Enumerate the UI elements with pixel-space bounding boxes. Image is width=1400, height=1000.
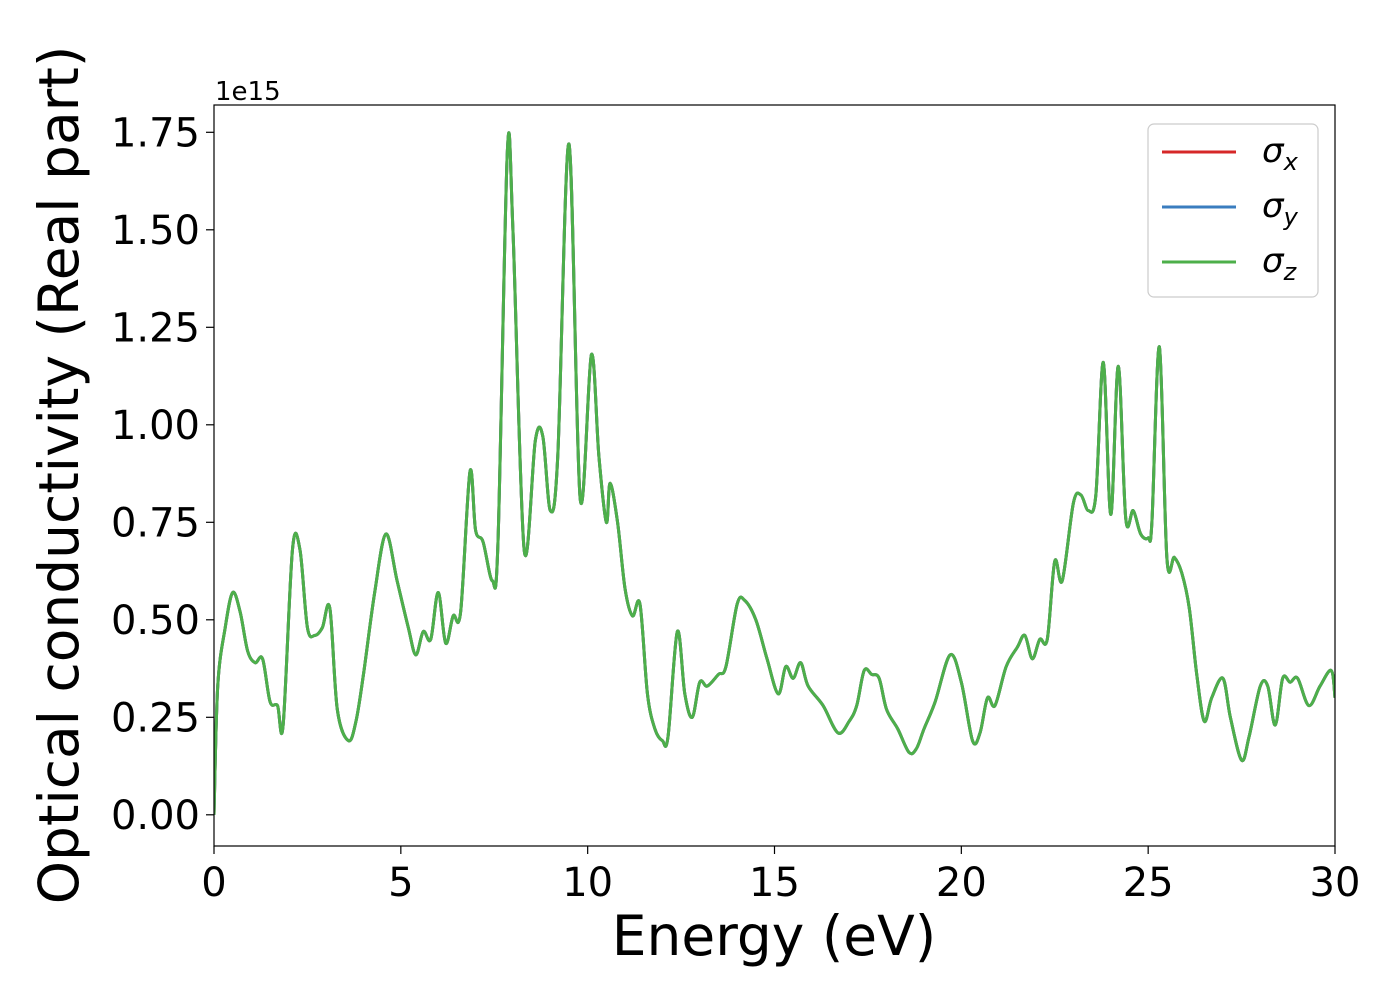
y-tick-label: 0.75 <box>111 500 200 546</box>
y-tick-label: 1.25 <box>111 305 200 351</box>
y-axis-title: Optical conductivity (Real part) <box>27 46 91 905</box>
y-tick-label: 1.75 <box>111 110 200 156</box>
x-axis-title: Energy (eV) <box>612 904 936 968</box>
legend-symbol: σ <box>1262 131 1285 171</box>
y-axis: 0.00 0.25 0.50 0.75 1.00 1.25 1.50 1.75 <box>111 110 214 839</box>
plot-area <box>214 131 1335 815</box>
x-tick-label: 15 <box>749 860 800 906</box>
legend-subscript: z <box>1283 258 1298 286</box>
x-axis: 0 5 10 15 20 25 30 <box>201 846 1360 906</box>
legend-subscript: x <box>1283 148 1299 176</box>
legend-subscript: y <box>1283 203 1299 231</box>
legend-symbol: σ <box>1262 241 1285 281</box>
y-tick-label: 1.00 <box>111 403 200 449</box>
y-offset-label: 1e15 <box>215 77 281 107</box>
x-tick-label: 10 <box>562 860 613 906</box>
y-tick-label: 0.00 <box>111 793 200 839</box>
y-tick-label: 0.50 <box>111 598 200 644</box>
x-tick-label: 20 <box>936 860 987 906</box>
y-tick-label: 0.25 <box>111 695 200 741</box>
series-lines <box>214 131 1335 815</box>
x-tick-label: 5 <box>388 860 413 906</box>
series-line-σz <box>214 131 1335 815</box>
legend-box <box>1147 123 1319 298</box>
legend-label: σx <box>1262 131 1299 176</box>
legend-label: σz <box>1262 241 1298 286</box>
x-tick-label: 30 <box>1310 860 1361 906</box>
y-tick-label: 1.50 <box>111 208 200 254</box>
x-tick-label: 25 <box>1123 860 1174 906</box>
x-tick-label: 0 <box>201 860 226 906</box>
legend-symbol: σ <box>1262 186 1285 226</box>
legend-label: σy <box>1262 186 1299 231</box>
